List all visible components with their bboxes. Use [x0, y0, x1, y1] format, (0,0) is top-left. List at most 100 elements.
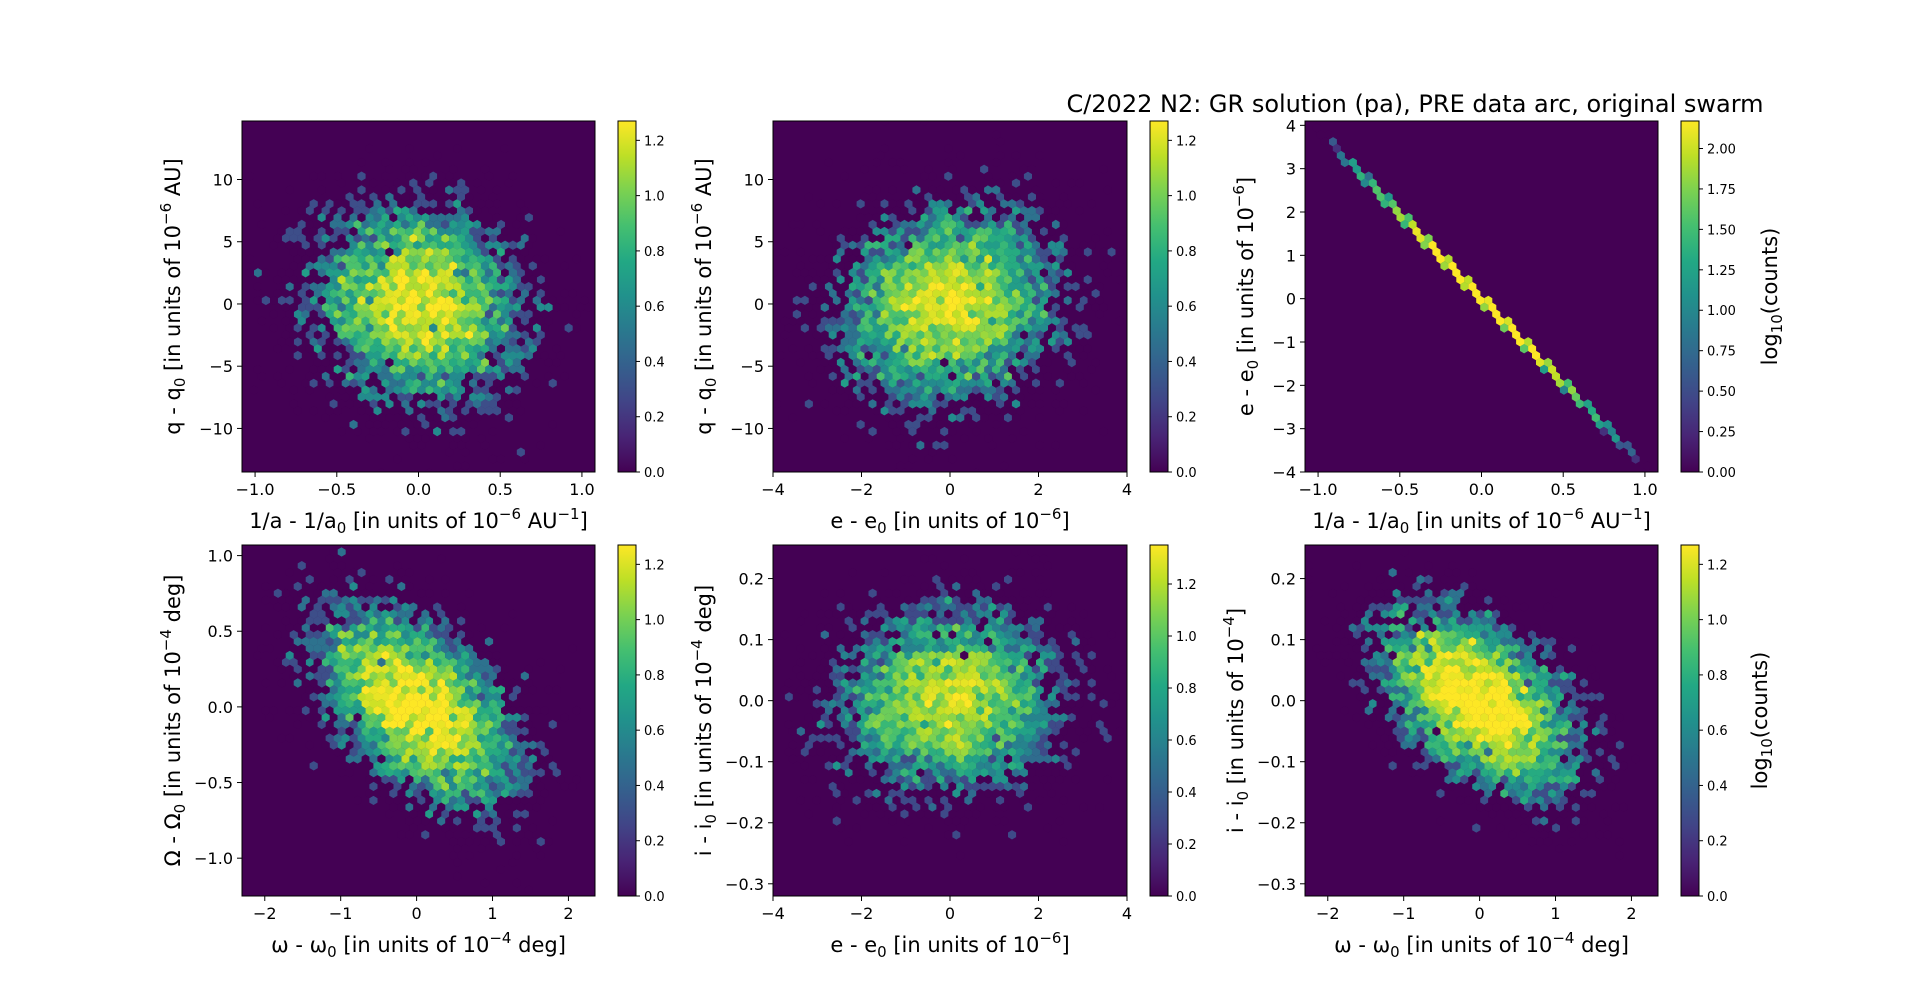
hex-cell	[1528, 795, 1537, 805]
hex-cell	[1004, 385, 1013, 395]
hex-cell	[1019, 685, 1028, 695]
hex-cell	[888, 609, 897, 619]
hex-cell	[1087, 295, 1096, 306]
y-axis-label: q - q0 [in units of 10−6 AU]	[688, 158, 720, 435]
hex-cell	[940, 712, 949, 723]
hex-cell	[1059, 726, 1068, 736]
hex-cell	[532, 378, 541, 388]
hex-cell	[840, 240, 849, 250]
hex-cell	[417, 399, 426, 409]
hex-cell	[964, 685, 973, 695]
hex-cell	[1051, 206, 1060, 216]
hex-cell	[920, 705, 929, 716]
hex-cell	[321, 357, 330, 368]
hex-cell	[512, 850, 521, 861]
hex-cell	[437, 364, 446, 375]
hex-cell	[441, 302, 450, 312]
hex-cell	[868, 192, 877, 202]
hex-cell	[1528, 344, 1537, 354]
hex-cell	[944, 636, 953, 647]
hex-cell	[844, 699, 853, 709]
hex-cell	[540, 788, 549, 799]
hex-cell	[900, 302, 909, 312]
hex-cell	[393, 302, 402, 312]
hex-cell	[944, 240, 953, 250]
hex-cell	[920, 309, 929, 319]
y-tick-label: 2	[1286, 203, 1296, 222]
hex-cell	[500, 392, 509, 402]
hex-cell	[325, 295, 334, 306]
hex-cell	[536, 288, 545, 299]
hex-cell	[305, 219, 314, 230]
hex-cell	[956, 630, 965, 640]
hex-cell	[1396, 595, 1405, 605]
hex-cell	[840, 761, 849, 771]
hex-cell	[305, 643, 314, 654]
hex-cell	[469, 733, 478, 743]
hex-cell	[1420, 733, 1429, 743]
hex-cell	[453, 254, 462, 264]
hex-cell	[888, 281, 897, 292]
hex-cell	[952, 609, 961, 619]
colorbar-tick-label: 1.2	[644, 558, 665, 573]
hex-cell	[936, 199, 945, 209]
hex-cell	[880, 143, 889, 154]
hex-cell	[397, 567, 406, 578]
hex-cell	[1083, 630, 1092, 640]
hex-cell	[524, 788, 533, 799]
hex-cell	[488, 233, 497, 243]
hex-cell	[1428, 240, 1437, 250]
hex-cell	[425, 413, 434, 423]
hex-cell	[309, 705, 318, 716]
hex-cell	[1059, 316, 1068, 326]
hex-cell	[413, 295, 422, 306]
hex-cell	[433, 288, 442, 299]
hex-cell	[1512, 643, 1521, 654]
hex-cell	[361, 192, 370, 202]
hex-cell	[492, 281, 501, 292]
hex-cell	[365, 240, 374, 250]
hex-cell	[1000, 337, 1009, 347]
hex-cell	[421, 830, 430, 840]
hex-cell	[1396, 719, 1405, 730]
hex-cell	[1004, 344, 1013, 354]
hex-cell	[920, 761, 929, 771]
hex-cell	[409, 781, 418, 792]
hex-cell	[421, 295, 430, 306]
y-tick-label: −10	[730, 419, 764, 438]
hex-cell	[449, 712, 458, 723]
hex-cell	[1305, 577, 1306, 582]
hex-cell	[932, 330, 941, 340]
hex-cell	[345, 399, 354, 409]
hex-cell	[1508, 747, 1517, 757]
hex-cell	[1551, 754, 1560, 764]
hex-cell	[900, 316, 909, 326]
hex-cell	[261, 705, 270, 716]
hex-cell	[1071, 705, 1080, 716]
hex-cell	[1023, 623, 1032, 633]
hex-cell	[337, 616, 346, 626]
hex-cell	[1051, 316, 1060, 326]
hex-cell	[429, 295, 438, 306]
hex-cell	[1504, 643, 1513, 654]
hex-cell	[425, 685, 434, 695]
hex-cell	[892, 440, 901, 450]
hex-cell	[896, 692, 905, 702]
hex-cell	[992, 406, 1001, 416]
hex-cell	[976, 240, 985, 250]
hex-cell	[480, 657, 490, 667]
hex-cell	[441, 219, 450, 230]
colorbar-tick-label: 1.0	[644, 614, 665, 629]
hex-cell	[353, 740, 362, 750]
hex-cell	[980, 768, 989, 778]
hex-cell	[297, 247, 306, 257]
hex-cell	[433, 150, 442, 161]
hex-cell	[305, 685, 314, 695]
hex-cell	[912, 378, 921, 388]
hex-cell	[488, 726, 497, 736]
hex-cell	[784, 692, 793, 702]
hex-cell	[976, 364, 985, 375]
hex-cell	[932, 657, 941, 667]
hex-cell	[848, 268, 857, 278]
hex-cell	[1432, 699, 1441, 709]
